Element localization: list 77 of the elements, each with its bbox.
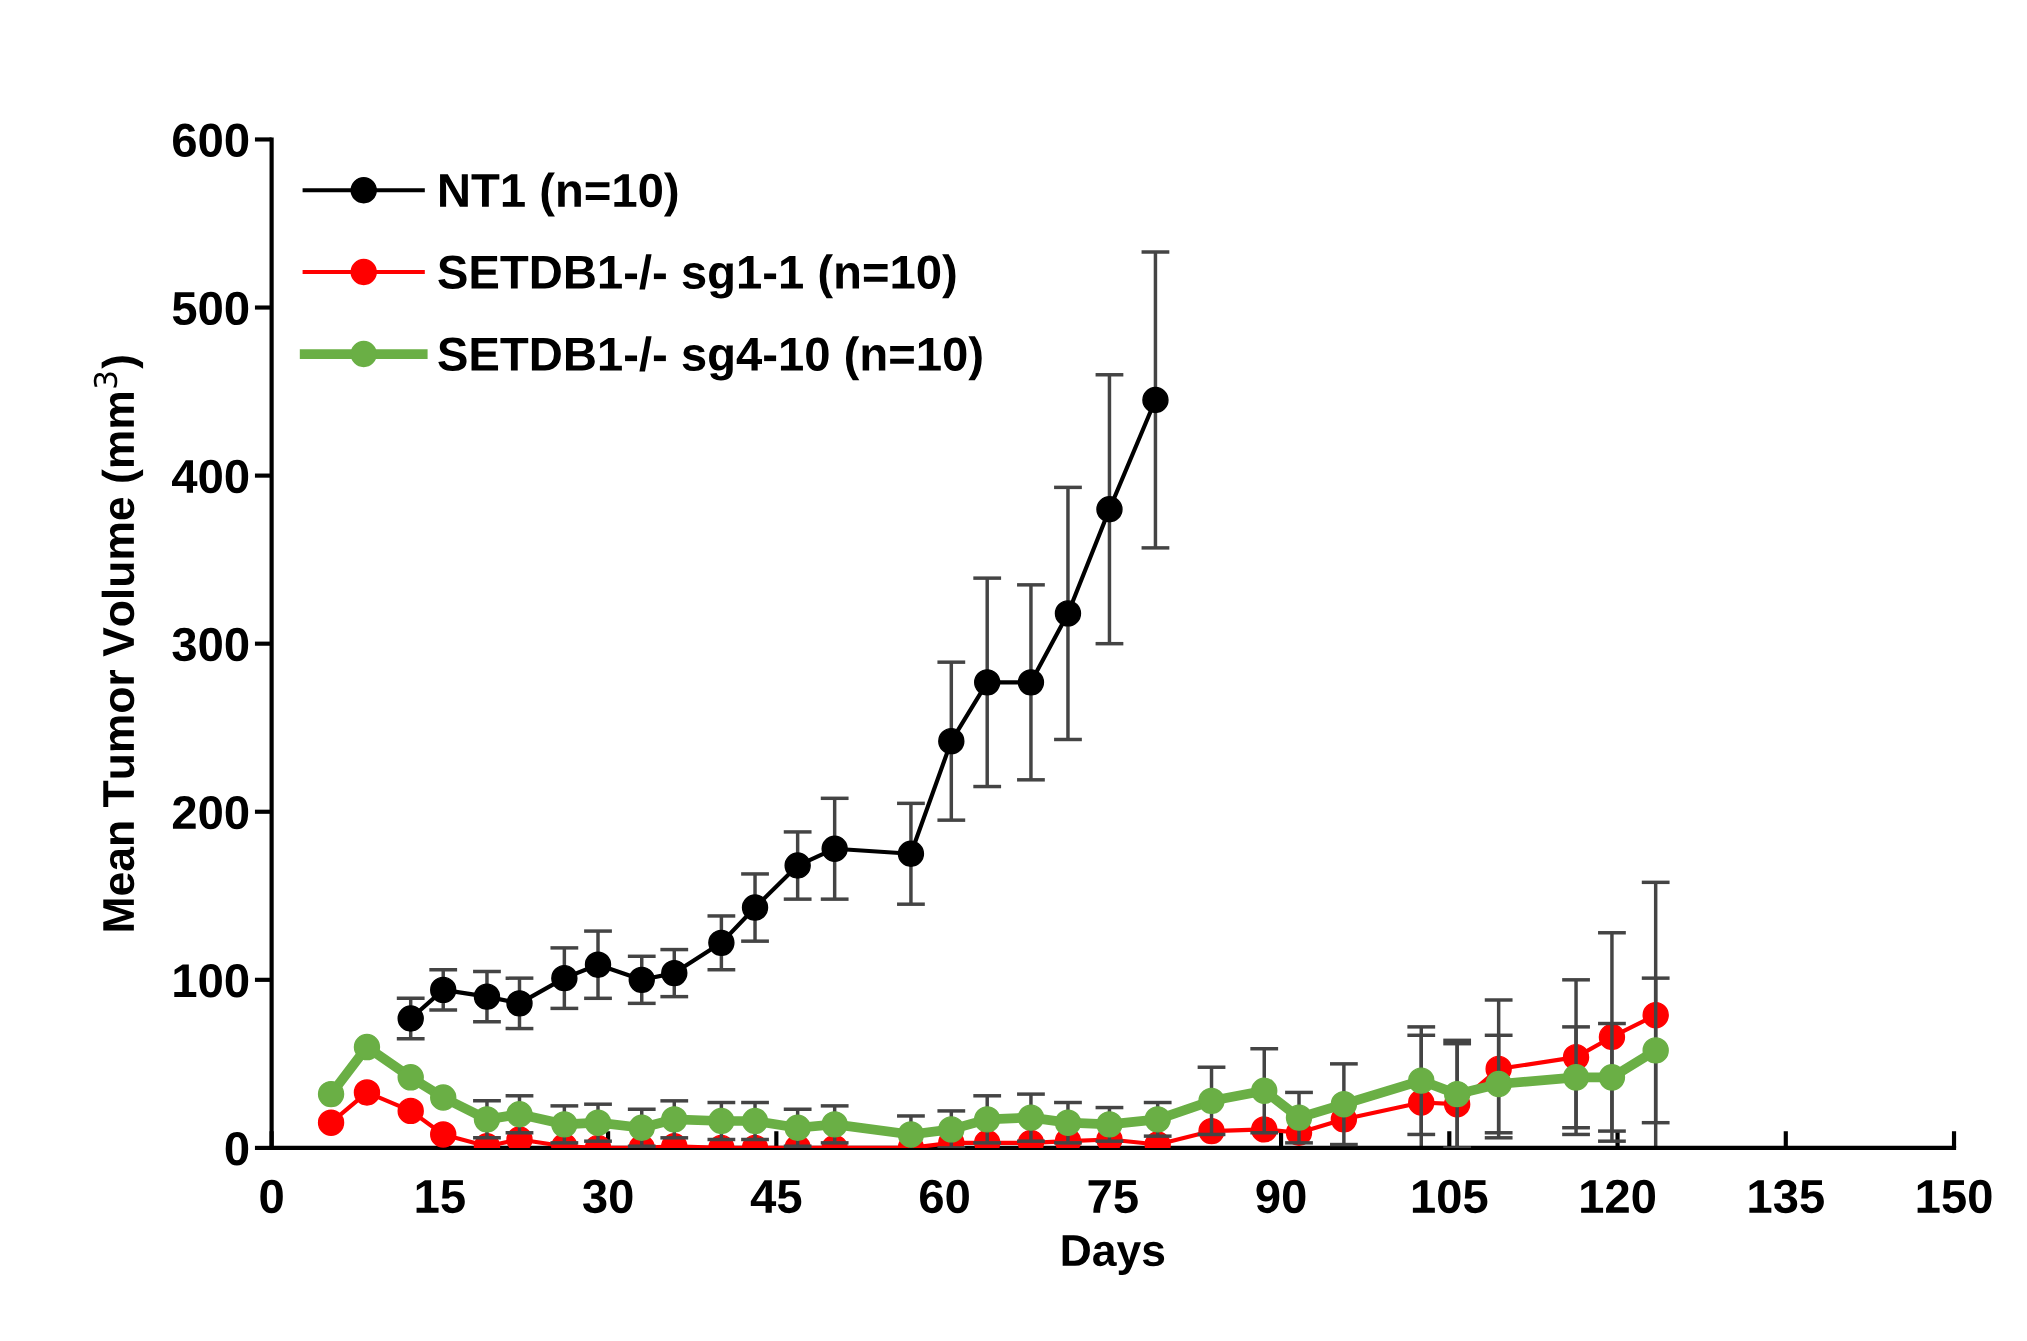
point [897,840,925,867]
point [397,1005,424,1032]
point [1408,1067,1435,1094]
point [1017,669,1045,696]
x-tick-label: 15 [416,1180,465,1214]
point [708,1107,735,1135]
y-axis-title: Mean Tumor Volume (mm$^{3}$) [93,356,144,931]
point [938,1116,965,1143]
point [1017,1104,1045,1131]
point [506,1101,533,1128]
point [821,835,848,862]
point [974,669,1001,696]
point [1598,1064,1626,1091]
point [1198,1087,1225,1115]
x-tick-label: 105 [1412,1179,1488,1214]
legend-label: NT1 (n=10) [440,172,678,217]
point [708,929,735,957]
y-tick-label: 600 [173,123,249,158]
point [506,990,533,1017]
x-tick-label: 0 [260,1179,283,1214]
y-tick-label: 0 [225,1132,249,1166]
legend-label: SETDB1-/- sg4-10 (n=10) [438,336,982,381]
point [741,1107,769,1135]
point [353,1079,381,1106]
point [430,1121,457,1148]
point [1096,1111,1123,1138]
point [974,1106,1001,1133]
point [784,852,811,879]
point [551,1111,578,1138]
point [551,964,578,992]
point [741,894,769,921]
y-tick-label: 300 [172,627,249,662]
y-tick-label: 100 [174,963,249,998]
x-tick-label: 30 [582,1179,633,1214]
y-tick-label: 400 [172,459,249,494]
point [1144,1106,1171,1133]
point [784,1114,811,1141]
point [628,966,655,994]
point [1443,1080,1471,1108]
point [397,1064,424,1091]
point [353,1033,381,1061]
x-tick-label: 45 [750,1180,802,1214]
point [938,727,965,755]
point [661,1106,688,1133]
point [1642,1037,1669,1064]
point [430,976,457,1004]
point [1251,1077,1278,1104]
point [897,1121,925,1148]
point [317,1109,345,1136]
point [584,951,612,978]
point [1485,1070,1512,1098]
point [1142,386,1169,414]
point [1330,1091,1358,1118]
point [584,1109,612,1136]
x-tick-label: 90 [1256,1179,1306,1214]
point [1054,600,1082,627]
x-tick-label: 75 [1088,1180,1138,1214]
x-tick-label: 150 [1917,1179,1992,1214]
point [473,983,501,1010]
point [661,959,688,987]
legend-label: SETDB1-/- sg1-1 (n=10) [438,254,956,299]
point [1054,1109,1082,1136]
point [1285,1104,1313,1131]
point [397,1097,424,1125]
point [1562,1064,1590,1091]
point [317,1080,345,1108]
point [821,1111,848,1138]
x-axis-title: Days [1062,1235,1165,1276]
point [473,1106,501,1133]
x-tick-label: 60 [920,1179,969,1214]
x-tick-label: 135 [1749,1179,1824,1214]
x-tick-label: 120 [1581,1179,1656,1214]
y-tick-label: 200 [172,795,249,830]
point [1096,496,1123,523]
point [628,1114,655,1141]
point [430,1084,457,1111]
y-tick-label: 500 [172,291,249,326]
